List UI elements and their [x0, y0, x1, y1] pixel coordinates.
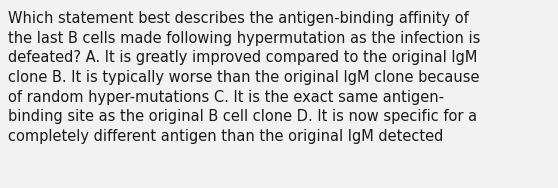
Text: Which statement best describes the antigen-binding affinity of
the last B cells : Which statement best describes the antig…	[8, 11, 481, 144]
